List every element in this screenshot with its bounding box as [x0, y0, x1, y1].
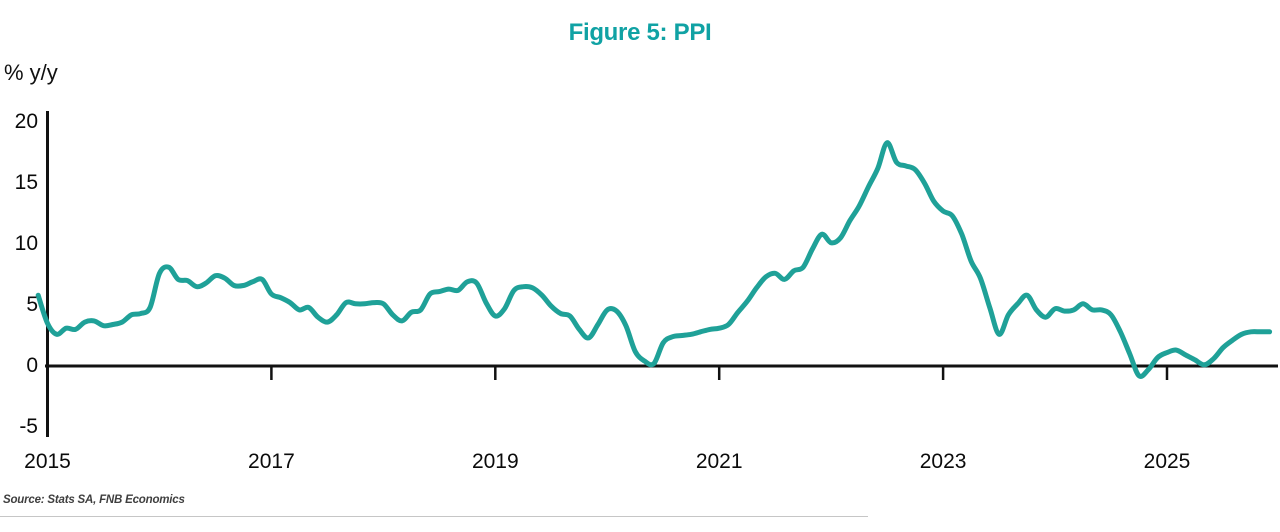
x-tick-label: 2025	[1143, 450, 1191, 473]
y-tick-label: 10	[14, 232, 38, 255]
y-tick-label: 0	[26, 354, 38, 377]
source-note: Source: Stats SA, FNB Economics	[3, 494, 185, 506]
x-tick-label: 2023	[919, 450, 967, 473]
x-tick-label: 2015	[24, 450, 71, 473]
y-tick-label: 15	[14, 171, 38, 194]
bottom-divider-line	[0, 516, 868, 517]
y-axis-unit-label: % y/y	[4, 60, 58, 85]
y-tick-label: 20	[14, 110, 38, 133]
x-tick-label: 2021	[695, 450, 743, 473]
x-tick-label: 2017	[248, 450, 295, 473]
y-tick-label: -5	[19, 415, 38, 438]
chart-title: Figure 5: PPI	[568, 19, 712, 46]
y-tick-label: 5	[26, 293, 38, 316]
x-tick-label: 2019	[471, 450, 519, 473]
ppi-series-line	[35, 140, 1273, 379]
